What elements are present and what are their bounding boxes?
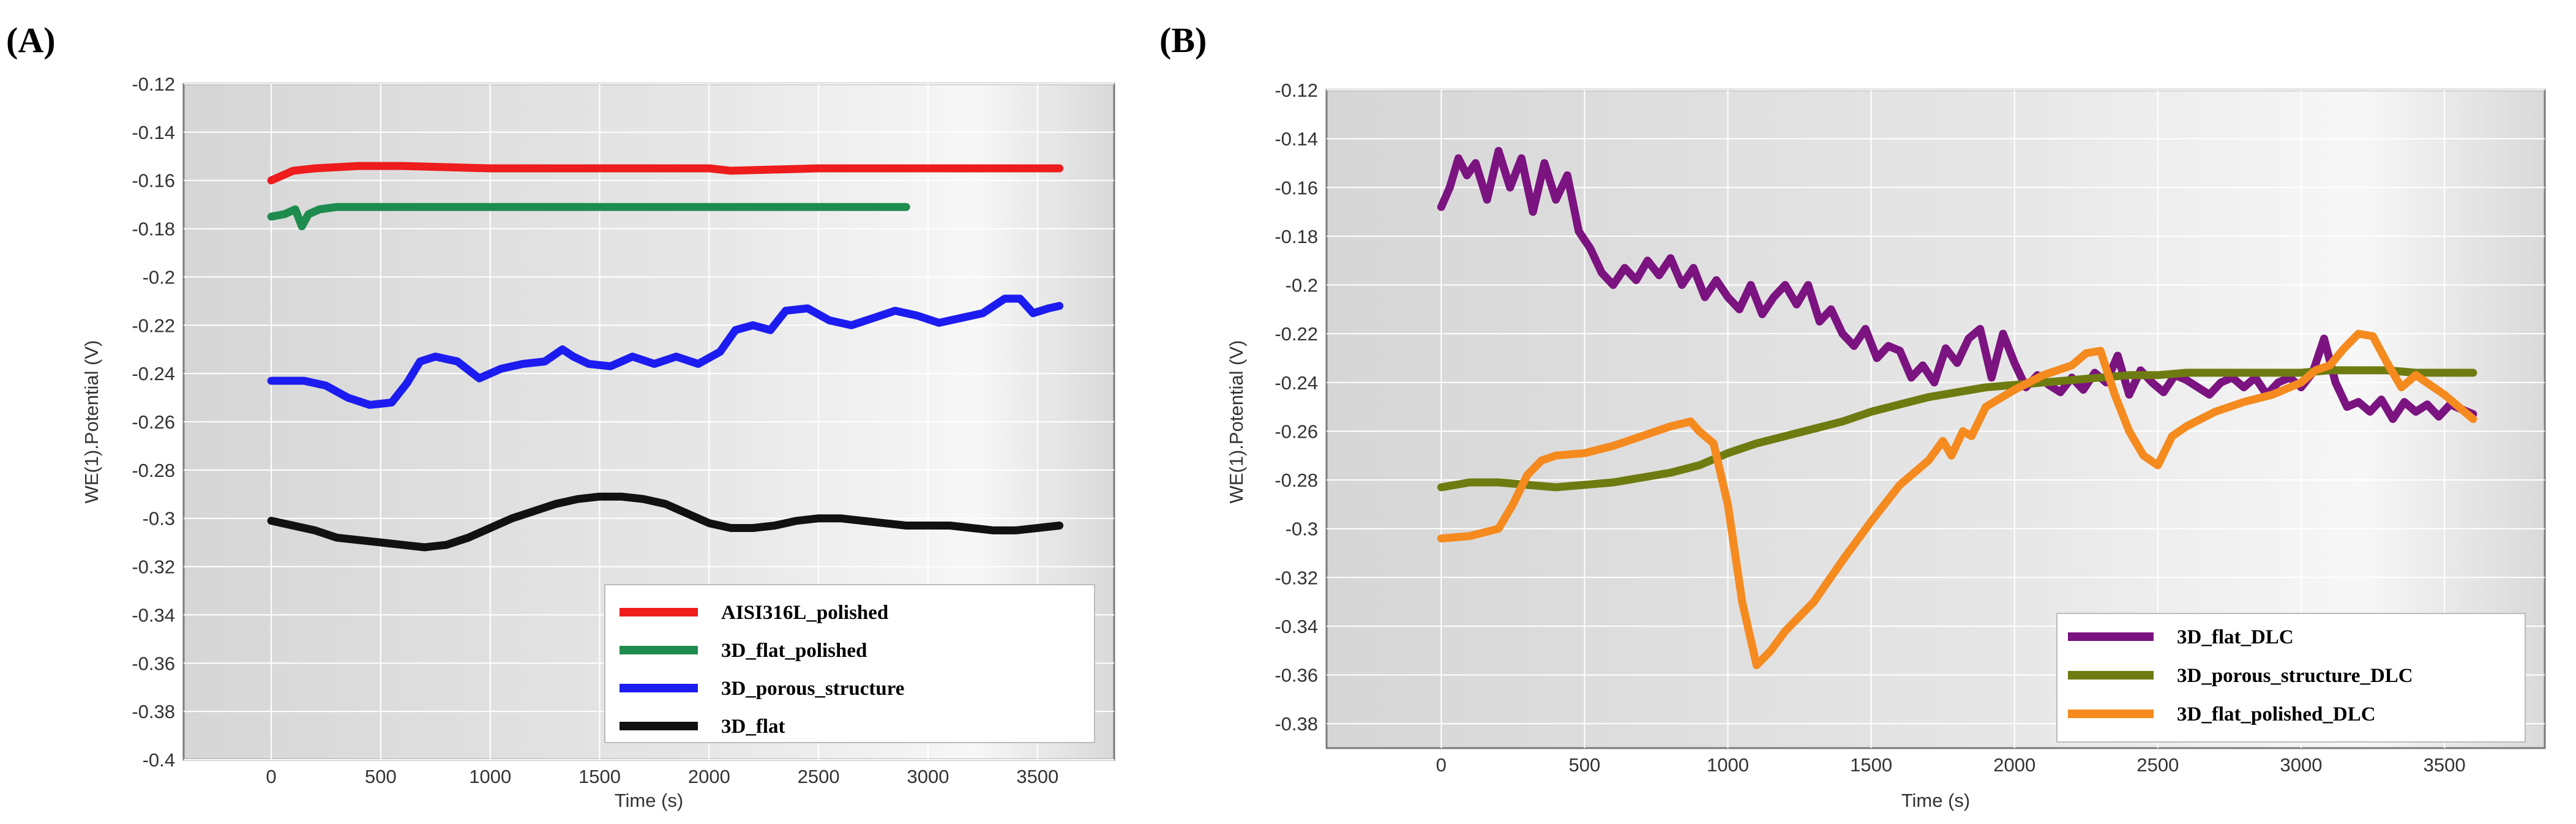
x-axis-label-b: Time (s) [1901,790,1971,811]
panel-a-label: (A) [6,20,56,60]
y-tick-label: -0.3 [1286,519,1318,540]
series-group-b [1437,147,2477,670]
x-tick-label: 3000 [907,766,949,787]
legend-b: 3D_flat_DLC 3D_porous_structure_DLC 3D_fla… [2056,613,2526,743]
y-tick-label: -0.26 [132,411,175,433]
y-tick-label: -0.12 [132,73,175,95]
y-axis-label-a: WE(1).Potential (V) [81,340,102,503]
x-axis-label-a: Time (s) [615,790,684,811]
y-tick-label: -0.3 [143,508,175,530]
x-tick-label: 0 [266,766,276,787]
y-tick-label: -0.32 [132,556,175,578]
x-tick-label: 2500 [2136,754,2179,776]
y-tick-label: -0.24 [132,363,175,384]
y-tick-label: -0.34 [132,604,175,626]
y-tick-label: -0.22 [132,315,175,336]
y-tick-label: -0.36 [1275,665,1318,686]
x-tick-label: 3000 [2280,754,2323,776]
legend-label: 3D_flat [721,716,785,738]
legend-label: 3D_porous_structure_DLC [2177,665,2413,687]
y-tick-label: -0.2 [143,266,175,288]
legend-label: 3D_flat_polished [721,640,867,662]
y-tick-label: -0.12 [1275,80,1318,101]
x-tick-label: 1000 [469,766,511,787]
y-tick-label: -0.18 [1275,226,1318,247]
x-ticks-b: 0 500 1000 1500 2000 2500 3000 3500 [1436,754,2466,776]
grid-a [184,83,1114,760]
y-tick-label: -0.18 [132,219,175,240]
y-tick-label: -0.34 [1275,616,1318,637]
y-tick-label: -0.28 [132,460,175,481]
y-tick-label: -0.26 [1275,421,1318,442]
series-line-3d-flat [267,492,1064,552]
x-tick-label: 2500 [798,766,840,787]
y-tick-label: -0.38 [1275,713,1318,735]
panel-a: (A) -0.4-0.38-0.36-0.34-0.32-0.3-0.28-0.… [6,20,1115,811]
y-tick-label: -0.16 [132,170,175,192]
y-tick-label: -0.38 [132,701,175,722]
y-axis-label-b: WE(1).Potential (V) [1226,340,1247,503]
y-tick-label: -0.2 [1286,275,1318,296]
legend-label: 3D_flat_polished_DLC [2177,703,2376,725]
series-line-aisi316l-polished [267,162,1064,185]
x-tick-label: 3500 [1016,766,1058,787]
y-tick-label: -0.24 [1275,372,1318,394]
series-line-3d-flat-polished-dlc [1437,329,2477,670]
y-tick-label: -0.14 [132,122,175,143]
x-ticks-a: 0 500 1000 1500 2000 2500 3000 3500 [266,766,1058,787]
y-tick-label: -0.4 [143,749,175,771]
y-tick-label: -0.36 [132,653,175,674]
series-line-3d-flat-polished [267,203,910,231]
y-tick-label: -0.14 [1275,129,1318,150]
series-group-a [267,162,1064,552]
y-tick-label: -0.28 [1275,470,1318,491]
legend-a: AISI316L_polished 3D_flat_polished 3D_poro… [604,584,1095,743]
panel-b-label: (B) [1159,20,1207,60]
y-tick-label: -0.22 [1275,323,1318,345]
y-ticks-b: -0.38 -0.36 -0.34 -0.32 -0.3 -0.28 -0.26 -0.24 -… [1275,80,1318,735]
series-line-3d-porous-structure [267,294,1064,409]
legend-label: AISI316L_polished [721,602,888,624]
x-tick-label: 2000 [1993,754,2035,776]
x-tick-label: 1500 [578,766,621,787]
y-ticks-a: -0.4 -0.38 -0.36 -0.34 -0.32 -0.3 -0.28 -0.26 -0… [132,73,175,771]
x-tick-label: 1500 [1850,754,1892,776]
y-tick-label: -0.16 [1275,177,1318,198]
x-tick-label: 500 [365,766,397,787]
x-tick-label: 0 [1436,754,1447,776]
series-line-3d-porous-structure-dlc [1437,366,2477,492]
y-tick-label: -0.32 [1275,567,1318,588]
x-tick-label: 1000 [1707,754,1749,776]
x-tick-label: 500 [1569,754,1601,776]
x-tick-label: 3500 [2424,754,2466,776]
legend-label: 3D_flat_DLC [2177,626,2294,648]
x-tick-label: 2000 [688,766,730,787]
panel-b: (B) -0.38-0.36-0.34-0.32-0.3-0.28-0.26-0… [1159,20,2546,811]
legend-label: 3D_porous_structure [721,678,904,700]
